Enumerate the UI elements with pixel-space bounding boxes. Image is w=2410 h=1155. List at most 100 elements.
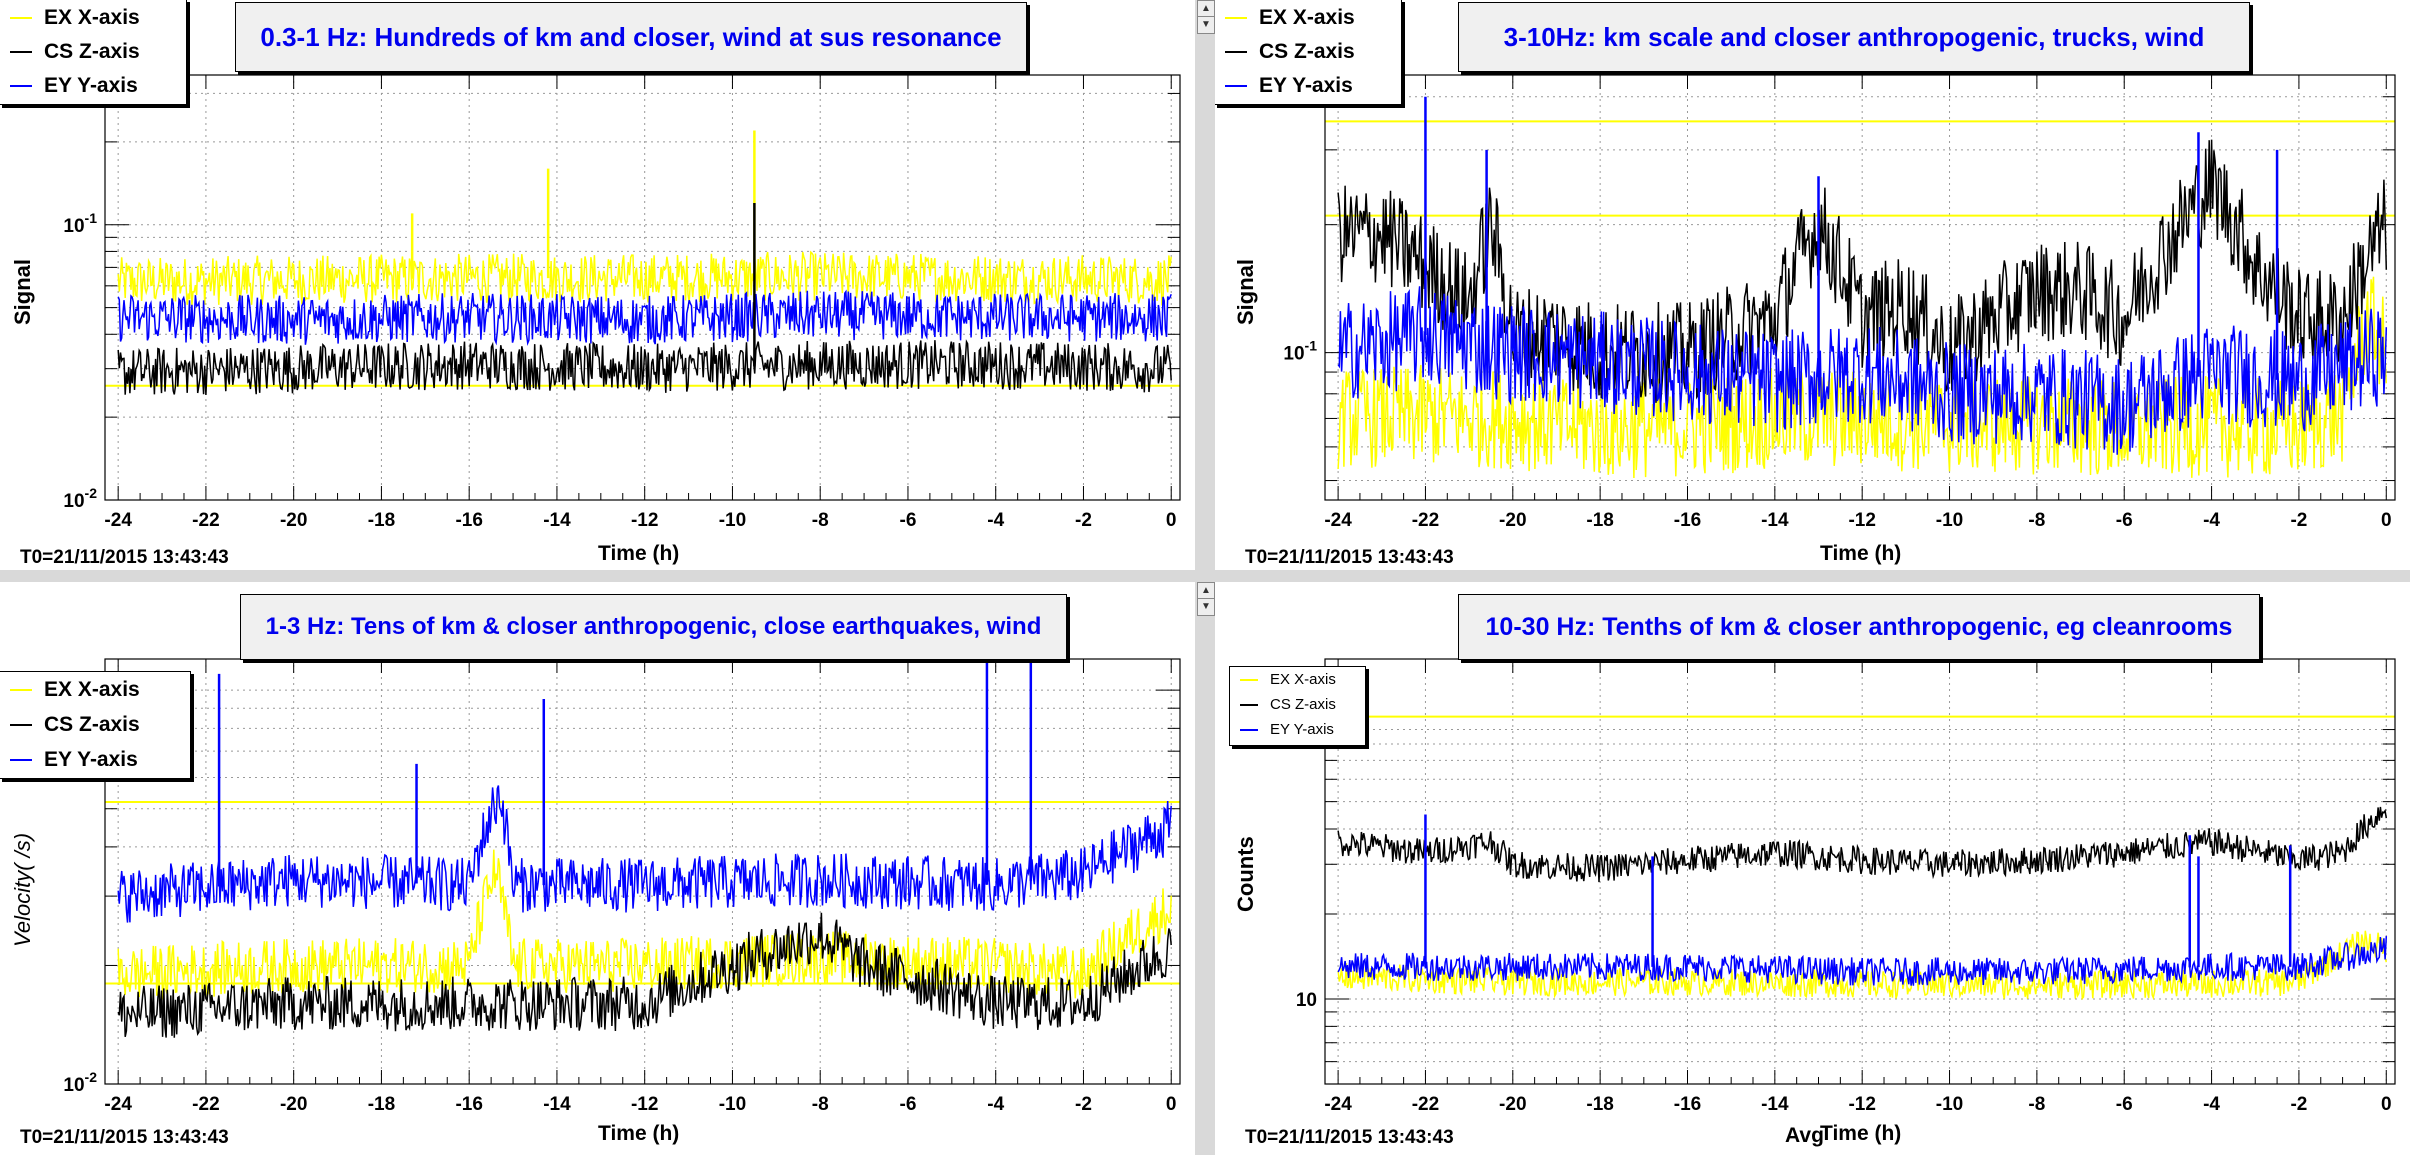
legend-item-ey: EY Y-axis	[1225, 74, 1353, 98]
legend-label-cs: CS Z-axis	[1259, 40, 1355, 63]
y-tick-label: 10-1	[1283, 338, 1317, 365]
t0-timestamp: T0=21/11/2015 13:43:43	[1245, 1127, 1454, 1148]
x-tick-label: -22	[1412, 1094, 1439, 1115]
chart-3-10hz: -24 -22 -20 -18 -16 -14 -12 -10 -8 -6 -4 -2 010-1	[1283, 74, 2396, 531]
legend-label-ex: EX X-axis	[1259, 6, 1355, 29]
chart-legend: EX X-axis CS Z-axis EY Y-axis	[0, 0, 187, 105]
x-tick-label: -14	[1761, 1094, 1789, 1115]
y-tick-label: 10-1	[63, 210, 97, 237]
x-tick-label: -16	[455, 510, 482, 531]
panel-top-right: -24 -22 -20 -18 -16 -14 -12 -10 -8 -6 -4 -2 0 10-1 3-…	[1214, 0, 2410, 570]
y-tick-label: 10-2	[63, 1069, 97, 1096]
legend-item-ex: EX X-axis	[1225, 6, 1355, 30]
legend-label-cs: CS Z-axis	[1270, 696, 1336, 713]
legend-swatch-ey	[10, 759, 32, 761]
chart-0.3-1hz: -24 -22 -20 -18 -16 -14 -12 -10 -8 -6 -4 -2 010-110-…	[63, 74, 1181, 531]
x-tick-label: -14	[1761, 510, 1789, 531]
x-tick-label: -10	[719, 510, 746, 531]
legend-swatch-ey	[1240, 728, 1258, 731]
series-line-ey	[1337, 936, 2388, 986]
legend-swatch-cs	[1225, 51, 1247, 53]
legend-swatch-cs	[10, 724, 32, 726]
legend-swatch-ex	[10, 17, 32, 19]
series-line-cs	[1337, 139, 2388, 404]
x-tick-label: -24	[1324, 1094, 1352, 1115]
x-axis-title: Time (h)	[598, 1122, 680, 1145]
panel-top-left: -24 -22 -20 -18 -16 -14 -12 -10 -8 -6 -4 -2 0 10-1 10-…	[0, 0, 1195, 570]
chart-legend: EX X-axis CS Z-axis EY Y-axis	[0, 671, 191, 779]
avg-label: Avg	[1785, 1124, 1824, 1147]
x-tick-label: -6	[900, 510, 917, 531]
x-tick-label: -2	[1075, 510, 1092, 531]
legend-item-ex: EX X-axis	[10, 678, 140, 702]
legend-swatch-ey	[1225, 85, 1247, 87]
x-tick-label: 0	[1166, 510, 1177, 531]
x-tick-label: -22	[192, 1094, 219, 1115]
x-tick-label: -10	[719, 1094, 746, 1115]
pad-scroll-down-button[interactable]: ▼	[1197, 598, 1215, 616]
y-axis-title: Signal	[10, 258, 35, 325]
series-line-ex	[117, 849, 1172, 1000]
legend-item-cs: CS Z-axis	[10, 713, 140, 737]
series-line-cs	[117, 339, 1172, 396]
x-tick-label: -24	[1324, 510, 1352, 531]
x-tick-label: -2	[1075, 1094, 1092, 1115]
x-axis-title: Time (h)	[598, 542, 680, 565]
series-line-ey	[117, 785, 1172, 923]
x-tick-label: -8	[2028, 1094, 2045, 1115]
y-tick-label: 10	[1296, 990, 1317, 1011]
legend-label-ey: EY Y-axis	[44, 74, 138, 97]
t0-timestamp: T0=21/11/2015 13:43:43	[20, 1127, 229, 1148]
x-tick-label: -2	[2290, 510, 2307, 531]
x-tick-label: -18	[1586, 1094, 1613, 1115]
chart-legend: EX X-axis CS Z-axis EY Y-axis	[1229, 666, 1366, 746]
x-tick-label: -4	[987, 1094, 1004, 1115]
x-tick-label: -16	[1674, 510, 1701, 531]
series-line-ex	[1337, 276, 2388, 479]
x-tick-label: -12	[1848, 1094, 1875, 1115]
x-tick-label: -6	[2116, 1094, 2133, 1115]
x-tick-label: -12	[631, 510, 658, 531]
legend-item-cs: CS Z-axis	[1225, 40, 1355, 64]
pad-scroll-down-button[interactable]: ▼	[1197, 16, 1215, 34]
series-line-ey	[1337, 286, 2388, 455]
x-tick-label: -4	[987, 510, 1004, 531]
legend-item-cs: CS Z-axis	[1240, 696, 1336, 713]
x-tick-label: -16	[455, 1094, 482, 1115]
x-tick-label: -14	[543, 510, 571, 531]
x-tick-label: -20	[1499, 510, 1526, 531]
legend-label-ex: EX X-axis	[44, 678, 140, 701]
y-tick-label: 10-2	[63, 485, 97, 512]
legend-item-cs: CS Z-axis	[10, 40, 140, 64]
x-tick-label: -10	[1936, 1094, 1963, 1115]
panel-bottom-right: -24-22-20-18-16-14-12-10-8-6-4-2010210 1…	[1215, 582, 2410, 1155]
legend-item-ey: EY Y-axis	[10, 74, 138, 98]
legend-label-ey: EY Y-axis	[44, 748, 138, 771]
x-tick-label: -24	[104, 1094, 132, 1115]
chart-title: 1-3 Hz: Tens of km & closer anthropogeni…	[240, 594, 1067, 660]
y-axis-title: Velocity( /s)	[10, 832, 35, 947]
x-tick-label: -12	[1848, 510, 1875, 531]
x-tick-label: -6	[2116, 510, 2133, 531]
x-tick-label: -8	[812, 1094, 829, 1115]
chart-title: 3-10Hz: km scale and closer anthropogeni…	[1458, 2, 2250, 72]
legend-item-ey: EY Y-axis	[10, 748, 138, 772]
x-tick-label: -22	[1412, 510, 1439, 531]
legend-label-ex: EX X-axis	[1270, 671, 1336, 688]
legend-swatch-ex	[1240, 678, 1258, 681]
legend-label-ey: EY Y-axis	[1259, 74, 1353, 97]
x-tick-label: -6	[900, 1094, 917, 1115]
x-tick-label: -18	[1586, 510, 1613, 531]
x-tick-label: -16	[1674, 1094, 1701, 1115]
plot-frame	[104, 74, 1181, 501]
legend-label-cs: CS Z-axis	[44, 40, 140, 63]
plot-frame	[1324, 74, 2396, 501]
pad-divider-horizontal	[0, 570, 2410, 582]
legend-label-ex: EX X-axis	[44, 6, 140, 29]
series-line-ex	[117, 250, 1172, 306]
x-tick-label: 0	[1166, 1094, 1177, 1115]
x-axis-title: Time (h)	[1820, 1122, 1902, 1145]
chart-1-3hz: -24-22-20-18-16-14-12-10-8-6-4-2010-110-…	[63, 658, 1181, 1115]
pad-scroll-up-button[interactable]: ▲	[1197, 0, 1215, 18]
x-tick-label: -14	[543, 1094, 571, 1115]
